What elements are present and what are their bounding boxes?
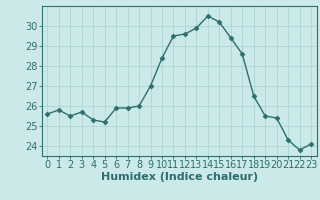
- X-axis label: Humidex (Indice chaleur): Humidex (Indice chaleur): [100, 172, 258, 182]
